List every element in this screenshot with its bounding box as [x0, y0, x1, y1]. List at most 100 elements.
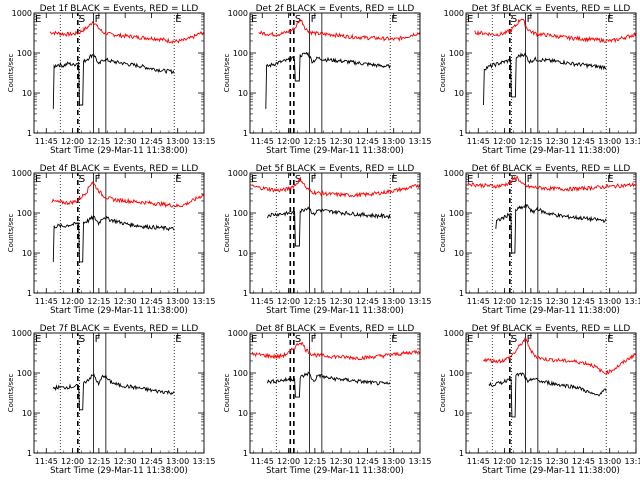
panel-title: Det 1f BLACK = Events, RED = LLD [40, 4, 199, 14]
x-tick-label: 13:15 [192, 297, 215, 306]
marker-label-f: F [311, 174, 317, 185]
y-axis-label: Counts/sec [7, 214, 15, 253]
marker-label-f: F [311, 14, 317, 25]
y-tick-label: 1000 [444, 329, 464, 338]
marker-label-e: E [467, 14, 473, 25]
y-tick-label: 1 [27, 289, 32, 298]
x-tick-label: 12:45 [356, 457, 379, 466]
y-tick-label: 1000 [444, 9, 464, 18]
x-tick-label: 11:45 [251, 457, 274, 466]
series-group [251, 176, 420, 247]
x-tick-label: 12:15 [303, 297, 326, 306]
series-group [474, 18, 636, 106]
x-tick-label: 12:15 [87, 457, 110, 466]
x-tick-label: 13:00 [166, 137, 189, 146]
marker-label-f: F [95, 14, 101, 25]
series-lld-line [51, 181, 204, 208]
x-axis-label: Start Time (29-Mar-11 11:38:00) [266, 466, 404, 476]
y-tick-label: 1 [459, 289, 464, 298]
series-lld-line [467, 175, 636, 193]
x-tick-label: 12:45 [140, 137, 163, 146]
series-events-line [483, 52, 607, 106]
x-tick-label: 12:00 [277, 137, 300, 146]
marker-label-e: E [391, 174, 397, 185]
x-tick-label: 11:45 [251, 297, 274, 306]
x-tick-label: 12:15 [519, 137, 542, 146]
x-tick-label: 11:45 [467, 297, 490, 306]
y-tick-label: 1000 [12, 169, 32, 178]
series-lld-line [251, 341, 420, 361]
x-tick-label: 12:45 [140, 457, 163, 466]
x-tick-label: 13:00 [598, 457, 621, 466]
x-axis-label: Start Time (29-Mar-11 11:38:00) [50, 146, 188, 156]
marker-label-s: S [511, 14, 517, 25]
y-tick-label: 10 [238, 89, 248, 98]
y-tick-label: 10 [454, 89, 464, 98]
plot-frame [249, 332, 421, 454]
series-group [49, 20, 204, 109]
x-tick-label: 12:30 [330, 457, 353, 466]
marker-label-s: S [79, 334, 85, 345]
marker-label-f: F [95, 334, 101, 345]
x-axis-label: Start Time (29-Mar-11 11:38:00) [50, 466, 188, 476]
series-events-line [52, 53, 175, 109]
series-events-line [52, 373, 175, 411]
marker-label-e: E [251, 334, 257, 345]
panel-det-6: Det 6f BLACK = Events, RED = LLD 1 10 100 10… [439, 164, 640, 316]
marker-label-s: S [79, 14, 85, 25]
x-axis-label: Start Time (29-Mar-11 11:38:00) [482, 306, 620, 316]
marker-label-f: F [311, 334, 317, 345]
series-lld-line [258, 18, 420, 42]
panel-title: Det 5f BLACK = Events, RED = LLD [256, 164, 415, 174]
x-tick-label: 12:45 [140, 297, 163, 306]
y-tick-label: 1000 [12, 329, 32, 338]
panel-title: Det 8f BLACK = Events, RED = LLD [256, 324, 415, 334]
y-tick-label: 1 [243, 129, 248, 138]
y-tick-label: 1 [243, 449, 248, 458]
series-lld-line [483, 337, 636, 375]
y-tick-label: 100 [233, 209, 248, 218]
x-tick-label: 13:15 [408, 457, 431, 466]
plot-frame [465, 172, 637, 294]
y-tick-label: 1000 [228, 9, 248, 18]
x-axis-label: Start Time (29-Mar-11 11:38:00) [266, 306, 404, 316]
plot-frame [33, 12, 205, 134]
y-tick-label: 100 [17, 209, 32, 218]
series-group [258, 18, 420, 109]
y-tick-label: 100 [233, 369, 248, 378]
y-axis-label: Counts/sec [439, 54, 447, 93]
y-tick-label: 10 [238, 409, 248, 418]
x-tick-label: 13:00 [382, 137, 405, 146]
plot-frame [249, 12, 421, 134]
panel-det-9: Det 9f BLACK = Events, RED = LLD 1 10 100 10… [439, 324, 640, 476]
x-tick-label: 12:30 [114, 297, 137, 306]
y-axis-label: Counts/sec [7, 374, 15, 413]
series-events-line [488, 372, 607, 418]
x-axis-label: Start Time (29-Mar-11 11:38:00) [266, 146, 404, 156]
marker-label-s: S [295, 14, 301, 25]
y-axis-label: Counts/sec [223, 374, 231, 413]
x-tick-label: 13:15 [408, 137, 431, 146]
plot-frame [33, 172, 205, 294]
y-tick-label: 1 [459, 129, 464, 138]
panel-det-7: Det 7f BLACK = Events, RED = LLD 1 10 100 10… [7, 324, 216, 476]
y-tick-label: 1 [459, 449, 464, 458]
series-lld-line [49, 20, 204, 44]
x-axis-label: Start Time (29-Mar-11 11:38:00) [482, 466, 620, 476]
marker-label-e: E [175, 334, 181, 345]
y-axis-label: Counts/sec [7, 54, 15, 93]
y-tick-label: 10 [238, 249, 248, 258]
plot-frame [249, 172, 421, 294]
panel-title: Det 2f BLACK = Events, RED = LLD [256, 4, 415, 14]
marker-label-e: E [175, 14, 181, 25]
panel-det-4: Det 4f BLACK = Events, RED = LLD 1 10 100 10… [7, 164, 216, 316]
marker-label-f: F [527, 334, 533, 345]
x-tick-label: 13:00 [166, 297, 189, 306]
y-tick-label: 100 [449, 369, 464, 378]
marker-label-f: F [527, 14, 533, 25]
x-tick-label: 13:00 [382, 457, 405, 466]
x-tick-label: 12:00 [493, 137, 516, 146]
plot-frame [33, 332, 205, 454]
series-events-line [52, 214, 175, 263]
